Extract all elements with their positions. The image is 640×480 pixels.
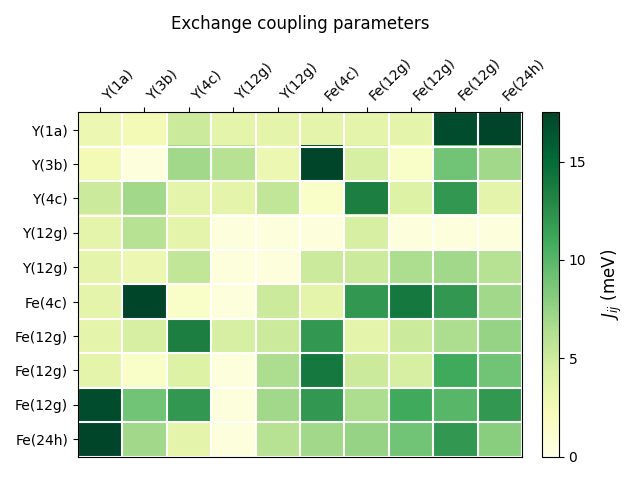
Y-axis label: $J_{ij}$ (meV): $J_{ij}$ (meV) xyxy=(600,249,624,320)
Title: Exchange coupling parameters: Exchange coupling parameters xyxy=(171,15,429,33)
